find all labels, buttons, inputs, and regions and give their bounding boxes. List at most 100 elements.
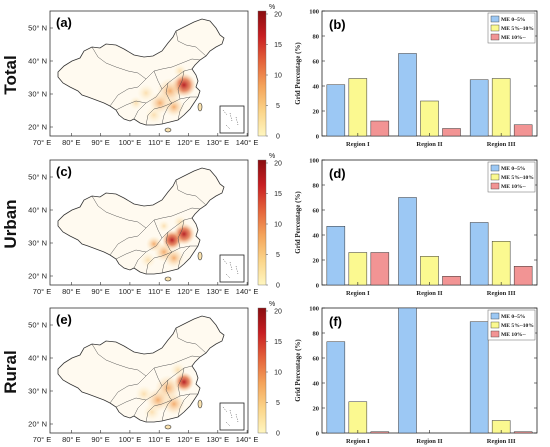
colorbar-3: % 0 5 10 15 20 — [257, 301, 282, 438]
y-tick-label: 0 — [316, 430, 319, 437]
province-boundary — [145, 96, 198, 126]
province-boundary — [165, 82, 173, 104]
province-boundary — [115, 68, 193, 111]
colorbar-unit: % — [269, 301, 275, 308]
bar-region-i-series-2 — [348, 252, 368, 286]
lon-tick-label: 130° E — [206, 435, 229, 444]
lat-tick-label: 30° N — [28, 387, 47, 396]
province-boundary — [91, 46, 147, 80]
colorbar-tick-label: 10 — [274, 222, 282, 229]
x-tick-label: Region III — [487, 141, 516, 148]
legend-swatch — [490, 33, 500, 41]
density-layer — [129, 64, 196, 124]
bar-region-iii-series-2 — [491, 78, 511, 137]
province-boundary — [91, 195, 147, 229]
lon-tick-label: 140° E — [236, 138, 259, 147]
province-boundary — [177, 367, 185, 397]
density-blob — [137, 84, 155, 102]
colorbar-tick-label: 5 — [276, 400, 280, 407]
china-boundary — [57, 167, 225, 275]
legend-swatch — [490, 321, 500, 329]
taiwan-island — [197, 102, 203, 112]
colorbar-tick-label: 20 — [274, 309, 282, 316]
y-tick-label: 0 — [316, 282, 319, 289]
province-boundary — [153, 355, 201, 369]
colorbar-gradient — [257, 10, 267, 137]
province-boundary — [115, 365, 193, 408]
province-boundary — [133, 251, 147, 269]
province-boundary — [145, 245, 198, 275]
colorbar-unit: % — [269, 153, 275, 160]
lon-tick-label: 140° E — [236, 435, 259, 444]
colorbar-tick-label: 5 — [276, 252, 280, 259]
lon-tick-label: 80° E — [62, 138, 80, 147]
province-boundary — [161, 399, 173, 422]
legend-label: ME 5%~10% — [501, 175, 534, 181]
lon-tick-label: 80° E — [62, 435, 80, 444]
inset-dashes — [222, 109, 239, 130]
bar-chart-2: 0 20 40 60 80 100 Grid Percentage (%) Region I R… — [294, 157, 538, 297]
south-china-sea-inset — [219, 105, 245, 134]
x-tick-label: Region III — [487, 438, 516, 445]
x-tick-label: Region II — [416, 290, 443, 297]
colorbar-2: % 0 5 10 15 20 — [257, 153, 282, 290]
x-tick-label: Region I — [346, 141, 370, 148]
lat-tick-label: 40° N — [28, 57, 47, 66]
y-axis-label: Grid Percentage (%) — [294, 191, 302, 254]
lon-tick-label: 100° E — [119, 435, 142, 444]
lon-tick-label: 70° E — [33, 138, 51, 147]
y-tick-label: 80 — [313, 33, 320, 40]
colorbar-gradient — [257, 307, 267, 434]
colorbar-tick-label: 15 — [274, 191, 282, 198]
bar-region-ii-series-2 — [420, 256, 439, 286]
china-boundary — [57, 18, 225, 126]
lon-tick-label: 70° E — [33, 287, 51, 296]
legend: ME 0~5% ME 5%~10% ME 10%~ — [487, 12, 536, 44]
density-blob — [135, 385, 153, 403]
colorbar-tick-label: 10 — [274, 73, 282, 80]
province-boundary — [175, 179, 207, 206]
province-boundary — [109, 367, 155, 404]
bar-region-i-series-1 — [326, 84, 346, 137]
y-axis-label: Grid Percentage (%) — [294, 42, 302, 105]
bar-region-iii-series-3 — [513, 431, 533, 434]
south-china-sea-inset — [219, 254, 245, 283]
map-panel-2: (c) 50° N 40° N 30° N 20° N 70° E 80° E 90° E 10… — [28, 159, 258, 296]
province-boundary — [115, 217, 193, 260]
legend-label: ME 0~5% — [501, 17, 526, 23]
map-panel-3: (e) 50° N 40° N 30° N 20° N 70° E 80° E 90° E 10… — [28, 307, 259, 444]
lon-tick-label: 90° E — [91, 287, 109, 296]
y-tick-label: 20 — [313, 108, 320, 115]
inset-dashes — [222, 258, 239, 279]
legend-label: ME 10%~ — [501, 332, 526, 338]
density-blob — [143, 403, 161, 421]
bar-chart-3: 0 20 40 60 80 100 Grid Percentage (%) Region I R… — [294, 305, 538, 445]
y-tick-label: 80 — [313, 182, 320, 189]
bar-region-i-series-1 — [326, 226, 346, 286]
bar-region-ii-series-3 — [442, 128, 461, 137]
lat-tick-label: 20° N — [28, 420, 47, 429]
province-boundary — [153, 367, 163, 387]
bar-region-i-series-3 — [370, 252, 390, 286]
map-panel-label: (a) — [56, 15, 72, 30]
density-blob — [129, 96, 143, 110]
province-boundary — [91, 343, 147, 377]
province-boundary — [177, 219, 185, 249]
lon-tick-label: 90° E — [91, 138, 109, 147]
province-boundary — [153, 58, 201, 72]
density-blob — [158, 220, 170, 232]
province-boundary — [109, 70, 155, 107]
x-tick-label: Region I — [346, 438, 370, 445]
province-boundary — [177, 96, 191, 121]
y-tick-label: 60 — [313, 355, 320, 362]
row-label-rural: Rural — [1, 350, 20, 393]
province-boundary — [133, 102, 147, 120]
y-tick-label: 40 — [313, 83, 320, 90]
hainan-island — [164, 127, 172, 133]
bar-region-i-series-3 — [370, 431, 390, 434]
lon-tick-label: 130° E — [206, 138, 229, 147]
lon-tick-label: 110° E — [148, 435, 170, 444]
lon-tick-label: 110° E — [148, 138, 170, 147]
legend-swatch — [490, 182, 500, 190]
